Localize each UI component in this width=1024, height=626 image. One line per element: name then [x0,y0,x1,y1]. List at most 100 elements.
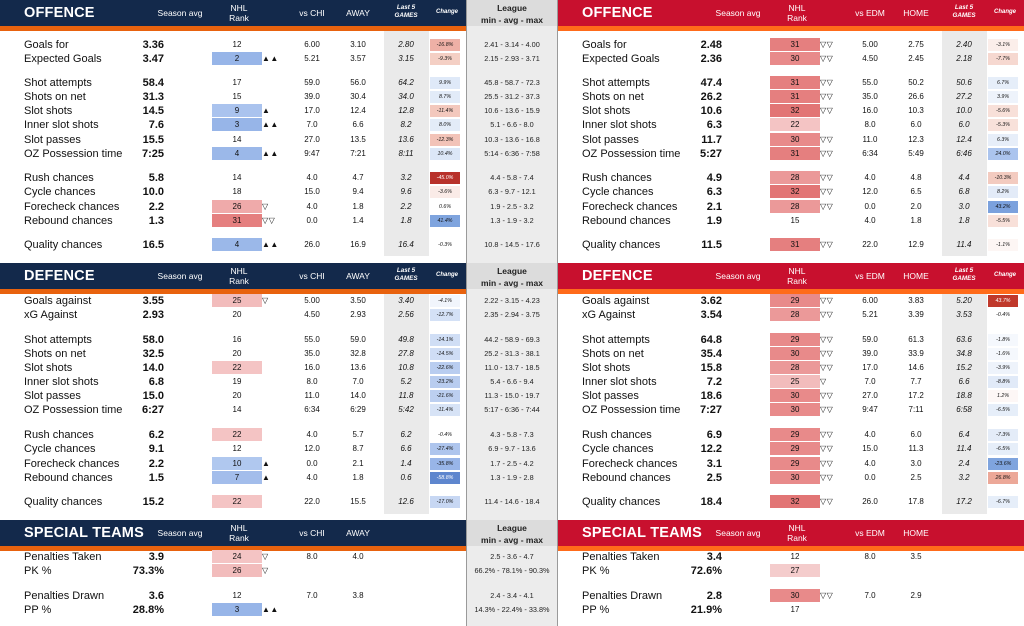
vs-opponent-value: 11.0 [304,391,320,400]
last5-value: 27.2 [956,92,972,101]
location-split-value: 2.93 [350,310,366,319]
last5-value: 1.4 [400,459,412,468]
stat-label: Shot attempts [582,77,650,89]
nhl-rank-cell: 30 [770,52,820,65]
col-header-rank: NHL Rank [229,266,249,286]
last5-value: 3.15 [398,54,414,63]
vs-opponent-value: 7.0 [864,377,876,386]
change-percent: 8.0% [430,119,460,131]
change-percent: -22.6% [430,362,460,374]
season-avg-value: 6.3 [706,119,722,131]
vs-opponent-value: 4.0 [306,430,318,439]
rank-trend-arrows: ▽▽ [820,296,834,305]
stat-label: Cycle chances [582,443,654,455]
nhl-rank-cell: 14 [232,135,242,144]
season-avg-value: 2.2 [148,458,164,470]
season-avg-value: 18.6 [700,390,722,402]
last5-value: 12.8 [398,106,414,115]
rank-trend-arrows: ▽▽ [262,216,276,225]
vs-opponent-value: 8.0 [306,552,318,561]
vs-opponent-value: 6:34 [304,405,320,414]
season-avg-value: 64.8 [700,334,722,346]
stat-row: Forecheck chances 3.1 29 ▽▽ 4.0 3.0 2.4 -23.6% [558,457,1024,471]
rank-trend-arrows: ▽▽ [820,240,834,249]
stat-label: Expected Goals [24,53,102,65]
stat-label: Goals for [24,39,69,51]
stat-label: PK % [582,565,610,577]
vs-opponent-value: 5.21 [862,310,878,319]
league-range-value: 10.3 - 13.6 - 16.8 [484,135,540,144]
league-range-value: 2.41 - 3.14 - 4.00 [484,40,540,49]
stat-label: Shots on net [24,91,86,103]
last5-value: 3.0 [958,202,970,211]
vs-opponent-value: 26.0 [862,497,878,506]
stat-label: Rush chances [582,429,652,441]
stat-label: Slot passes [24,390,81,402]
last5-value: 3.40 [398,296,414,305]
nhl-rank-cell: 31 [770,90,820,103]
change-percent: 26.8% [988,472,1018,484]
change-percent: -17.0% [430,496,460,508]
location-split-value: 17.8 [908,497,924,506]
vs-opponent-value: 35.0 [862,92,878,101]
rank-trend-arrows: ▽ [262,202,269,211]
season-avg-value: 14.5 [142,105,164,117]
season-avg-value: 3.4 [706,551,722,563]
stat-row: Expected Goals 3.47 2 ▲▲ 5.21 3.57 3.15 -9.3% [0,52,466,66]
nhl-rank-cell: 32 [770,185,820,198]
stat-row: Cycle chances 6.3 32 ▽▽ 12.0 6.5 6.8 8.2% [558,185,1024,199]
league-range-value: 10.6 - 13.6 - 15.9 [484,106,540,115]
stat-label: PP % [24,604,52,616]
season-avg-value: 26.2 [700,91,722,103]
last5-value: 34.8 [956,349,972,358]
stat-row: OZ Possession time 6:27 14 6:34 6:29 5:42 -11.… [0,403,466,417]
stat-row: PP % 21.9% 17 [558,603,1024,617]
last5-value: 12.4 [956,135,972,144]
last5-value: 10.0 [956,106,972,115]
section-title: DEFENCE [24,268,95,284]
nhl-rank-cell: 30 [770,471,820,484]
location-split-value: 26.6 [908,92,924,101]
change-percent: -45.0% [430,172,460,184]
vs-opponent-value: 0.0 [864,473,876,482]
change-percent: -27.4% [430,443,460,455]
rank-trend-arrows: ▽▽ [820,106,834,115]
vs-opponent-value: 6.00 [862,296,878,305]
league-range-column: League min - avg - max League min - avg -… [466,0,558,626]
league-range-header: League min - avg - max [467,0,557,26]
rank-trend-arrows: ▽▽ [820,430,834,439]
stat-row: Penalties Drawn 3.6 12 7.0 3.8 [0,589,466,603]
vs-opponent-value: 59.0 [304,78,320,87]
season-avg-value: 6.3 [706,186,722,198]
stat-label: Shots on net [582,348,644,360]
season-avg-value: 1.5 [148,472,164,484]
col-header-vs: vs EDM [855,8,885,18]
location-split-value: 3.8 [352,591,364,600]
location-split-value: 3.57 [350,54,366,63]
nhl-rank-cell: 32 [770,495,820,508]
vs-opponent-value: 7.0 [864,591,876,600]
location-split-value: 59.0 [350,335,366,344]
col-header-vs: vs EDM [855,528,885,538]
nhl-rank-cell: 3 [212,118,262,131]
league-range-value: 2.4 - 3.4 - 4.1 [490,591,534,600]
col-header-location: HOME [903,528,929,538]
vs-opponent-value: 7.0 [306,591,318,600]
rank-trend-arrows: ▽▽ [820,135,834,144]
nhl-rank-cell: 12 [790,552,800,561]
col-header-season: Season avg [157,271,203,281]
last5-value: 15.2 [956,363,972,372]
col-header-season: Season avg [157,8,203,18]
rank-trend-arrows: ▽▽ [820,591,834,600]
rank-trend-arrows: ▲▲ [262,54,279,63]
stat-label: OZ Possession time [582,404,681,416]
season-avg-value: 16.5 [142,239,164,251]
header-accent-stripe [0,289,466,294]
stat-label: Forecheck chances [24,458,120,470]
nhl-rank-cell: 12 [232,591,242,600]
vs-opponent-value: 4.0 [864,216,876,225]
vs-opponent-value: 4.0 [864,430,876,439]
vs-opponent-value: 4.0 [864,173,876,182]
stat-label: Penalties Drawn [24,590,105,602]
team-panel-left: OFFENCE Season avg NHL Rank vs CHI AWAY Last … [0,0,466,626]
